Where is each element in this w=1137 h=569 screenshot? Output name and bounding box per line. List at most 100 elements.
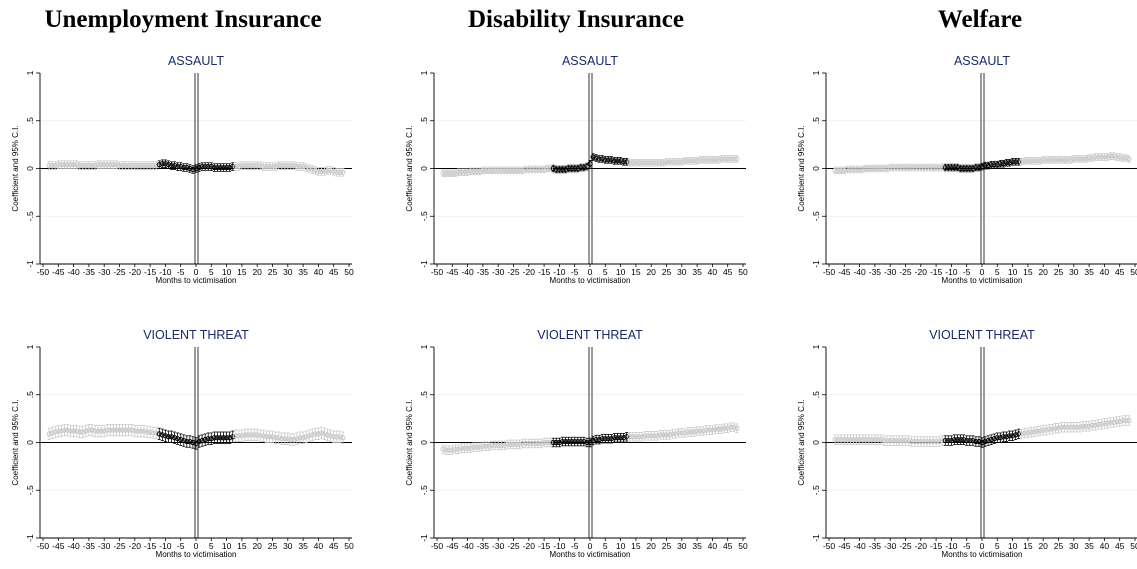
point-marker <box>706 427 712 433</box>
point-marker <box>712 157 719 163</box>
data-point <box>74 424 80 438</box>
point-marker <box>835 437 841 443</box>
point-marker <box>1095 154 1101 160</box>
point-marker <box>175 436 181 442</box>
data-point <box>565 164 572 173</box>
data-point <box>921 163 927 172</box>
x-tick-label: -45 <box>52 267 65 277</box>
point-marker <box>547 439 553 446</box>
data-point <box>492 440 498 451</box>
data-point <box>529 438 535 449</box>
data-point <box>110 423 116 437</box>
y-tick-label: .5 <box>419 117 429 124</box>
point-marker <box>251 432 257 438</box>
column-title-unemployment: Unemployment Insurance <box>44 6 322 33</box>
data-point <box>1126 415 1132 426</box>
point-marker <box>119 427 126 433</box>
data-point <box>697 156 703 164</box>
data-point <box>927 163 933 172</box>
data-point <box>878 434 884 445</box>
data-point <box>517 439 523 450</box>
data-point <box>104 160 110 169</box>
point-marker <box>893 164 899 171</box>
x-tick-label: -35 <box>477 267 490 277</box>
data-point <box>119 161 126 170</box>
x-tick-label: 15 <box>1023 541 1033 551</box>
data-point <box>1006 159 1013 167</box>
data-point <box>517 166 523 175</box>
point-marker <box>474 444 480 450</box>
point-marker <box>994 162 1000 168</box>
point-marker <box>970 437 976 444</box>
point-marker <box>193 165 199 172</box>
point-marker <box>279 163 285 169</box>
point-marker <box>682 158 688 164</box>
x-tick-label: -35 <box>477 541 490 551</box>
x-tick-label: -5 <box>963 541 971 551</box>
data-point <box>1107 417 1114 428</box>
data-point <box>208 432 214 445</box>
x-tick-label: -15 <box>930 541 943 551</box>
data-point <box>101 424 107 438</box>
data-point <box>138 161 144 170</box>
point-marker <box>869 165 875 172</box>
point-marker <box>976 164 982 171</box>
x-tick-label: -45 <box>838 267 851 277</box>
data-point <box>725 423 731 433</box>
point-marker <box>156 162 162 168</box>
data-point <box>220 431 227 444</box>
data-point <box>869 164 875 173</box>
x-tick-label: 40 <box>1100 267 1110 277</box>
point-marker <box>315 168 321 174</box>
data-point <box>872 164 878 173</box>
point-marker <box>924 164 930 171</box>
point-marker <box>627 160 633 166</box>
data-point <box>532 165 538 174</box>
point-marker <box>927 164 933 171</box>
point-marker <box>288 437 294 443</box>
data-point <box>1019 428 1025 440</box>
panel-title: ASSAULT <box>168 54 224 68</box>
point-marker <box>465 169 471 175</box>
x-tick-label: 20 <box>646 267 656 277</box>
point-marker <box>1098 421 1104 427</box>
point-marker <box>602 157 608 163</box>
data-point <box>495 440 501 451</box>
point-marker <box>89 427 95 433</box>
point-marker <box>211 435 217 441</box>
x-tick-label: 20 <box>1038 267 1048 277</box>
data-point <box>927 436 933 447</box>
point-marker <box>1046 157 1052 163</box>
data-point <box>67 160 74 169</box>
data-point <box>630 159 636 167</box>
x-tick-label: -40 <box>853 541 866 551</box>
x-tick-label: 10 <box>222 267 232 277</box>
y-axis-label: Coefficient and 95% C.I. <box>11 399 20 485</box>
point-marker <box>230 434 236 440</box>
data-point <box>300 431 306 444</box>
data-point <box>541 437 547 448</box>
data-point <box>282 432 288 445</box>
data-point <box>89 161 95 170</box>
point-marker <box>676 430 682 436</box>
point-marker <box>912 164 918 171</box>
point-marker <box>196 438 202 445</box>
data-point <box>1022 157 1028 165</box>
y-tick-label: -.5 <box>419 211 429 221</box>
data-point <box>654 431 660 441</box>
data-point <box>507 439 514 450</box>
data-point <box>627 432 633 442</box>
point-marker <box>324 167 331 174</box>
point-marker <box>565 438 572 445</box>
data-point <box>123 423 129 437</box>
x-tick-label: 45 <box>1115 267 1125 277</box>
point-marker <box>844 166 850 173</box>
point-marker <box>942 164 948 171</box>
point-marker <box>1006 433 1013 439</box>
point-marker <box>569 438 575 445</box>
point-marker <box>269 434 276 440</box>
column-title-disability: Disability Insurance <box>467 6 684 33</box>
point-marker <box>1019 431 1025 437</box>
data-point <box>520 438 526 449</box>
point-marker <box>74 428 80 434</box>
